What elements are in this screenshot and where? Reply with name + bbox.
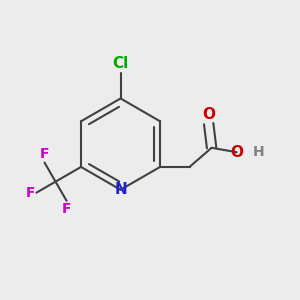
- Text: O: O: [202, 107, 215, 122]
- Text: Cl: Cl: [112, 56, 129, 71]
- Text: F: F: [62, 202, 71, 216]
- Text: N: N: [114, 182, 127, 197]
- Text: F: F: [40, 147, 49, 161]
- Text: F: F: [26, 186, 35, 200]
- Text: O: O: [230, 145, 243, 160]
- Text: H: H: [253, 145, 265, 159]
